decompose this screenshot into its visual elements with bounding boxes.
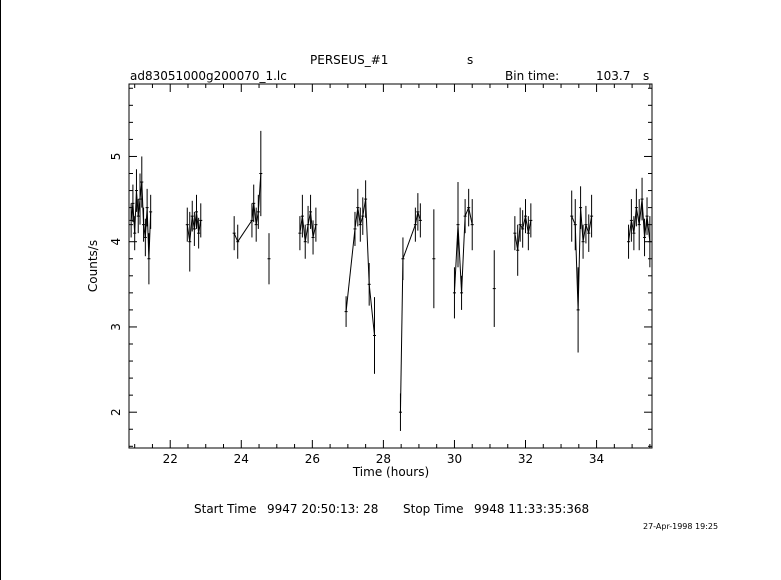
y-tick-label: 3 <box>109 323 123 331</box>
x-tick-label: 32 <box>518 452 533 466</box>
plot-frame <box>128 83 653 449</box>
axis-ticks <box>129 84 652 448</box>
y-tick-label: 4 <box>109 238 123 246</box>
data-trace <box>457 224 463 293</box>
stop-time-value: 9948 11:33:35:368 <box>474 502 590 516</box>
data-trace <box>468 207 473 225</box>
data-trace <box>368 284 376 336</box>
data-trace <box>399 258 404 413</box>
bin-time-unit: s <box>643 69 650 83</box>
file-name: ad83051000g200070_1.lc <box>130 69 287 83</box>
start-time-label: Start Time <box>194 502 257 516</box>
x-axis-label: Time (hours) <box>352 465 429 479</box>
data-trace <box>571 215 576 225</box>
x-tick-label: 26 <box>305 452 320 466</box>
data-trace <box>402 224 416 259</box>
y-axis-label: Counts/s <box>86 240 100 292</box>
timestamp: 27-Apr-1998 19:25 <box>643 522 719 531</box>
y-tick-label: 2 <box>109 408 123 416</box>
data-trace <box>233 232 239 242</box>
object-name: PERSEUS_#1 <box>310 53 389 67</box>
x-tick-label: 22 <box>163 452 178 466</box>
data-trace <box>461 216 466 293</box>
data-marks <box>129 130 652 431</box>
data-trace <box>365 199 370 285</box>
window-left-border <box>0 0 1 580</box>
data-trace <box>453 224 459 293</box>
bin-time-value: 103.7 <box>596 69 631 83</box>
x-tick-label: 24 <box>234 452 249 466</box>
start-time-value: 9947 20:50:13: 28 <box>267 502 379 516</box>
x-tick-label: 30 <box>447 452 462 466</box>
data-trace <box>345 228 356 312</box>
stop-time-label: Stop Time <box>403 502 464 516</box>
bin-time-label: Bin time: <box>505 69 560 83</box>
object-unit: s <box>467 53 474 67</box>
y-tick-label: 5 <box>109 153 123 161</box>
data-trace <box>464 207 470 217</box>
data-trace <box>237 220 253 242</box>
x-tick-label: 28 <box>376 452 391 466</box>
x-tick-label: 34 <box>589 452 604 466</box>
